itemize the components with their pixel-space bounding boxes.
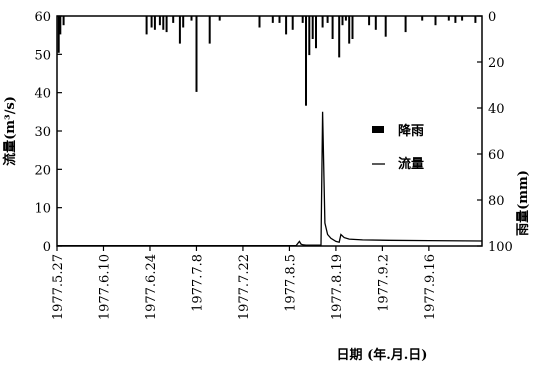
rainfall-bar-37 [404,16,407,33]
rainfall-bar-0 [57,16,60,53]
x-tick-label-3: 1977.7.8 [190,254,205,312]
left-axis-title: 流量(m³/s) [2,96,18,166]
rainfall-bar-8 [165,16,168,33]
rainfall-bar-41 [454,16,457,23]
rainfall-bar-18 [278,16,281,23]
rainfall-bar-34 [368,16,371,26]
x-tick-label-4: 1977.7.22 [237,254,252,320]
rainfall-bar-11 [182,16,185,28]
right-tick-label-5: 100 [488,240,513,255]
x-tick-label-5: 1977.8.5 [283,254,298,312]
right-axis-title: 雨量(mm) [516,170,531,236]
rainfall-bar-43 [474,16,477,23]
rainfall-bar-25 [315,16,317,49]
rainfall-bar-13 [195,16,198,92]
x-axis-title: 日期 (年.月.日) [337,347,428,363]
left-tick-label-1: 10 [34,202,51,217]
rainfall-bar-29 [338,16,341,58]
rainfall-bar-39 [434,16,437,26]
x-axis-ticks: 1977.5.27 1977.6.10 1977.6.24 1977.7.8 1977.… [51,246,438,320]
rainfall-bar-10 [178,16,181,44]
rainfall-bar-1 [59,16,62,35]
legend-rainfall-swatch [372,126,384,133]
rainfall-bar-36 [384,16,387,37]
rainfall-bar-27 [326,16,329,23]
rainfall-bar-3 [145,16,148,35]
rainfall-bar-38 [421,16,424,21]
legend: 降雨 流量 [372,123,424,172]
rainfall-bar-24 [311,16,314,39]
rainfall-bar-22 [305,16,307,106]
rainfall-bar-9 [172,16,175,23]
rainfall-bar-20 [291,16,294,30]
rainfall-bar-40 [447,16,450,21]
right-tick-label-4: 80 [488,194,505,209]
rainfall-bar-12 [190,16,193,21]
rainfall-bar-5 [153,16,156,30]
rainfall-bar-14 [208,16,211,44]
x-tick-label-8: 1977.9.16 [423,254,438,320]
right-tick-label-0: 0 [488,10,496,25]
left-tick-label-6: 60 [34,10,51,25]
rainfall-bar-35 [374,16,377,30]
legend-rainfall-label: 降雨 [398,123,424,139]
rainfall-bar-26 [321,16,324,28]
left-axis-ticks: 0 10 20 30 40 50 60 [34,10,62,255]
rainfall-bar-7 [162,16,165,30]
rainfall-bar-42 [461,16,464,21]
right-tick-label-2: 40 [488,102,505,117]
legend-flow-label: 流量 [398,156,424,172]
rainfall-bar-2 [62,16,65,26]
x-tick-label-1: 1977.6.10 [97,254,112,320]
right-axis-ticks: 0 20 40 60 80 100 [477,10,513,255]
rainfall-bar-17 [271,16,274,23]
rainfall-bar-19 [285,16,288,35]
x-tick-label-6: 1977.8.19 [330,254,345,320]
rainfall-bar-31 [344,16,347,21]
rainfall-bar-33 [351,16,354,39]
x-tick-label-7: 1977.9.2 [376,254,391,312]
x-tick-label-2: 1977.6.24 [144,254,159,320]
rainfall-bar-15 [218,16,221,21]
flow-series-line [57,111,483,247]
rainfall-bar-16 [258,16,261,28]
left-tick-label-5: 50 [34,48,51,63]
rainfall-bar-28 [331,16,334,39]
rainfall-bar-30 [341,16,344,26]
x-tick-label-0: 1977.5.27 [51,254,66,320]
rainfall-bar-4 [150,16,153,28]
left-tick-label-2: 20 [34,163,51,178]
left-tick-label-3: 30 [34,125,51,140]
rainfall-bar-21 [301,16,304,23]
rainfall-bar-23 [308,16,311,56]
rainfall-bar-32 [348,16,351,44]
left-tick-label-0: 0 [43,240,51,255]
right-tick-label-1: 20 [488,56,505,71]
rainfall-bar-6 [158,16,161,26]
rainfall-bars [57,16,477,106]
right-tick-label-3: 60 [488,148,505,163]
left-tick-label-4: 40 [34,87,51,102]
